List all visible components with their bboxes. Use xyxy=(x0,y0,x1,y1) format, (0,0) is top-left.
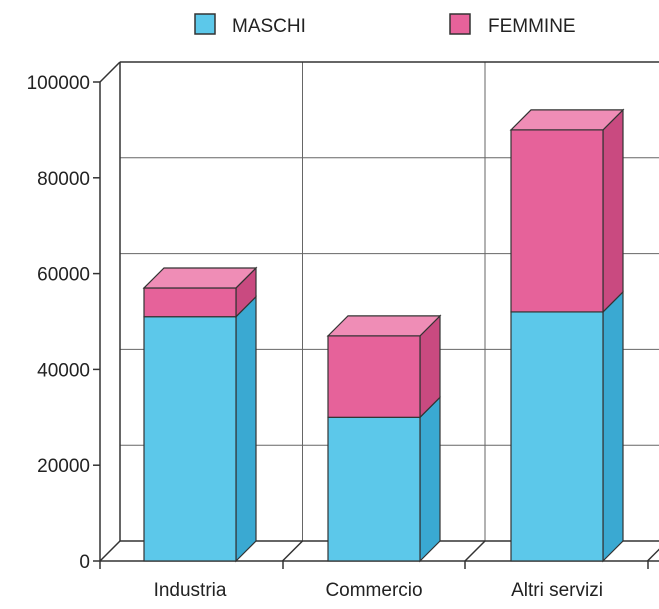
floor-separator-1 xyxy=(465,541,485,561)
bar-top-2 xyxy=(511,110,623,130)
bar-industria-maschi xyxy=(144,317,236,561)
y-tick-label: 100000 xyxy=(27,73,90,94)
legend-label-femmine: FEMMINE xyxy=(488,16,576,37)
legend-swatch-femmine xyxy=(450,14,470,34)
bar-side-2-1 xyxy=(603,110,623,312)
bar-side-1-0 xyxy=(420,397,440,561)
y-tick-label: 60000 xyxy=(37,265,90,286)
floor-separator-0 xyxy=(283,541,303,561)
floor-separator-2 xyxy=(648,541,659,561)
y-tick-label: 40000 xyxy=(37,360,90,381)
x-tick-label: Commercio xyxy=(325,580,422,601)
bar-industria-femmine xyxy=(144,288,236,317)
y-tick-label: 80000 xyxy=(37,169,90,190)
legend-swatch-maschi xyxy=(195,14,215,34)
bar-side-0-0 xyxy=(236,297,256,561)
bar-commercio-maschi xyxy=(328,417,420,561)
legend: MASCHI FEMMINE xyxy=(195,14,576,37)
floor-left-connector xyxy=(100,541,120,561)
bar-altri-servizi-maschi xyxy=(511,312,603,561)
x-tick-label: Industria xyxy=(154,580,227,601)
y-tick-label: 20000 xyxy=(37,456,90,477)
y-axis-top-connector xyxy=(100,62,120,82)
x-tick-label: Altri servizi xyxy=(511,580,603,601)
bar-side-2-0 xyxy=(603,292,623,561)
bar-top-0 xyxy=(144,268,256,288)
bar-commercio-femmine xyxy=(328,336,420,417)
bar-top-1 xyxy=(328,316,440,336)
bar-altri-servizi-femmine xyxy=(511,130,603,312)
bars xyxy=(144,110,623,561)
legend-label-maschi: MASCHI xyxy=(232,16,306,37)
y-tick-label: 0 xyxy=(79,552,90,573)
